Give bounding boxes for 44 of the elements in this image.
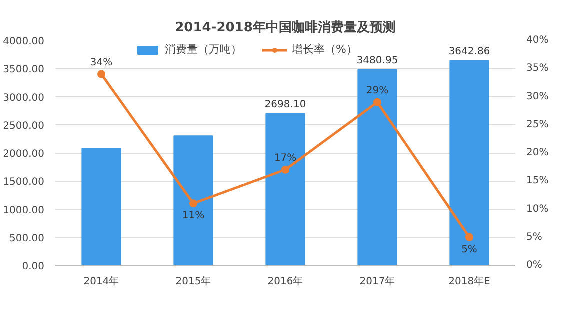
bar bbox=[450, 60, 490, 266]
data-label: 5% bbox=[462, 244, 478, 256]
point bbox=[374, 98, 382, 106]
y-tick-label: 1000.00 bbox=[3, 205, 45, 216]
y-tick-label: 3000.00 bbox=[3, 92, 45, 104]
legend-label: 消费量（万吨） bbox=[165, 42, 242, 57]
y-tick-label: 3500.00 bbox=[3, 64, 45, 76]
legend-label: 增长率（%） bbox=[292, 42, 358, 57]
y2-tick-label: 35% bbox=[526, 63, 549, 74]
data-label: 3642.86 bbox=[448, 46, 490, 58]
bar bbox=[266, 113, 306, 266]
y2-tick-label: 5% bbox=[526, 232, 542, 243]
data-label: 11% bbox=[182, 210, 205, 222]
x-tick-label: 2015年 bbox=[176, 276, 212, 288]
data-label: 3480.95 bbox=[356, 56, 398, 67]
y-tick-label: 0.00 bbox=[22, 262, 44, 272]
y2-tick-label: 25% bbox=[526, 119, 549, 130]
y-tick-label: 1500.00 bbox=[3, 177, 45, 188]
chart-title: 2014-2018年中国咖啡消费量及预测 bbox=[175, 20, 396, 36]
data-label: 29% bbox=[366, 85, 389, 96]
y-tick-label: 4000.00 bbox=[3, 36, 45, 48]
point bbox=[190, 200, 198, 208]
x-tick-label: 2017年 bbox=[360, 276, 396, 288]
data-label: 2698.10 bbox=[264, 100, 306, 111]
y2-tick-label: 40% bbox=[526, 35, 549, 46]
bar bbox=[174, 136, 214, 266]
data-label: 34% bbox=[90, 57, 113, 68]
y2-tick-label: 10% bbox=[526, 204, 549, 215]
y2-tick-label: 0% bbox=[526, 260, 542, 271]
point bbox=[98, 70, 106, 78]
x-tick-label: 2018年E bbox=[448, 276, 490, 288]
x-tick-label: 2014年 bbox=[84, 276, 120, 288]
x-tick-label: 2016年 bbox=[268, 276, 304, 288]
y2-tick-label: 30% bbox=[526, 91, 549, 102]
bar bbox=[82, 148, 122, 266]
data-label: 17% bbox=[274, 152, 297, 164]
y2-tick-label: 20% bbox=[526, 148, 549, 158]
point bbox=[466, 233, 474, 242]
y-tick-label: 500.00 bbox=[10, 233, 45, 244]
bar bbox=[358, 69, 398, 266]
y-tick-label: 2500.00 bbox=[3, 120, 45, 132]
point bbox=[282, 166, 290, 174]
y-tick-label: 2000.00 bbox=[3, 149, 45, 160]
y2-tick-label: 15% bbox=[526, 176, 549, 187]
